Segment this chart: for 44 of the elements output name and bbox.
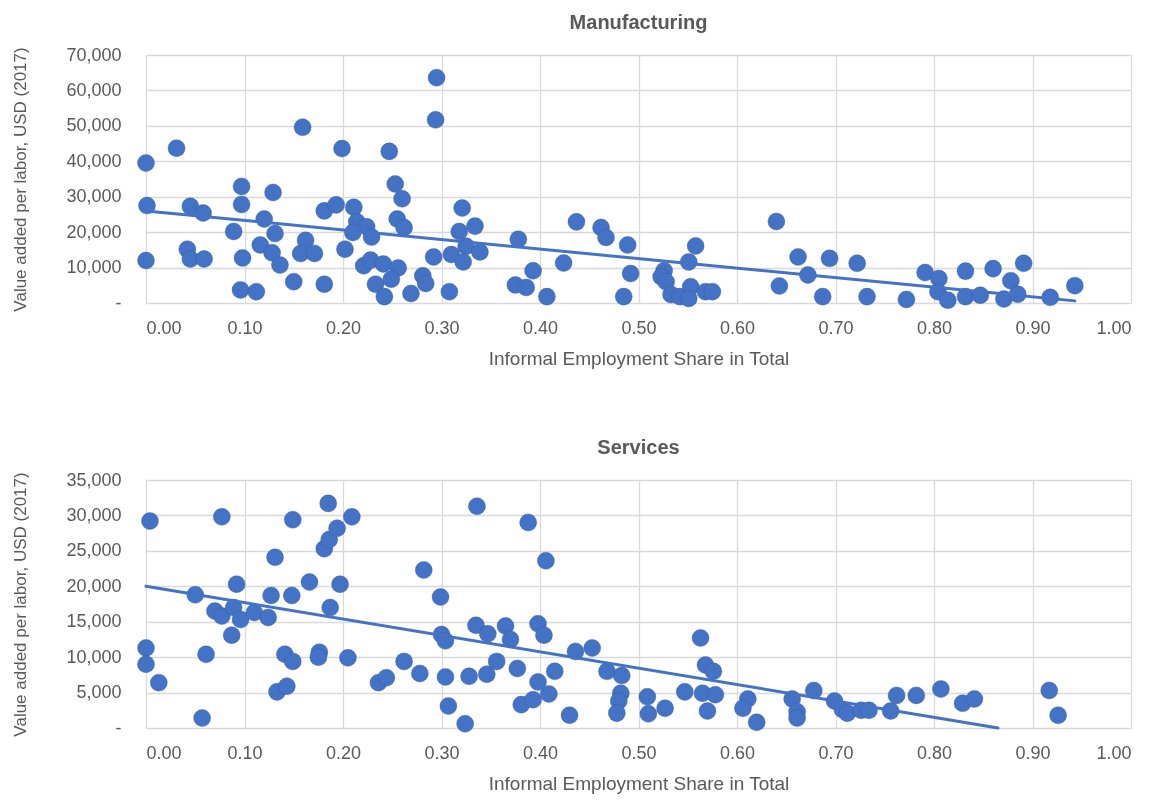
y-tick-label: 5,000 [76,682,122,703]
y-tick-label: 20,000 [66,575,122,596]
x-tick-label: 0.60 [719,742,756,763]
x-tick-label: 1.00 [1096,742,1132,763]
y-tick-label: 15,000 [66,611,122,632]
y-axis-title: Value added per labor, USD (2017) [11,472,31,737]
x-tick-label: 0.50 [621,742,657,763]
y-tick-label: 50,000 [66,115,122,136]
x-tick-label: 0.70 [818,317,854,338]
x-tick-label: 0.90 [1015,742,1051,763]
y-tick-label: 60,000 [66,79,122,100]
x-tick-label: 0.10 [227,742,263,763]
x-tick-label: 0.80 [916,742,953,763]
x-tick-label: 0.40 [522,742,559,763]
x-tick-label: 1.00 [1096,317,1132,338]
x-tick-label: 0.30 [424,317,460,338]
chart-title: Manufacturing [569,11,708,33]
y-tick-label: 70,000 [66,44,122,65]
y-tick-label: 10,000 [66,257,122,278]
y-tick-label: 30,000 [66,504,122,525]
x-tick-label: 0.20 [325,317,362,338]
x-tick-label: 0.00 [146,317,182,338]
x-axis-title: Informal Employment Share in Total [488,347,790,369]
y-tick-label: 40,000 [66,150,122,171]
y-tick-label: 25,000 [66,540,122,561]
y-tick-label: 10,000 [66,646,122,667]
x-tick-label: 0.10 [227,317,263,338]
x-tick-label: 0.40 [522,317,559,338]
x-tick-label: 0.00 [146,742,182,763]
x-tick-label: 0.30 [424,742,460,763]
y-axis-title: Value added per labor, USD (2017) [11,47,31,312]
y-tick-label: 30,000 [66,186,122,207]
y-tick-label: 20,000 [66,221,122,242]
x-axis-title: Informal Employment Share in Total [488,772,790,794]
x-tick-label: 0.90 [1015,317,1051,338]
x-tick-label: 0.20 [325,742,362,763]
x-tick-label: 0.50 [621,317,657,338]
chart-title: Services [597,436,680,458]
x-tick-label: 0.70 [818,742,854,763]
y-tick-label: - [115,292,122,313]
x-tick-label: 0.80 [916,317,953,338]
y-tick-label: - [115,717,122,738]
x-tick-label: 0.60 [719,317,756,338]
y-tick-label: 35,000 [66,469,122,490]
